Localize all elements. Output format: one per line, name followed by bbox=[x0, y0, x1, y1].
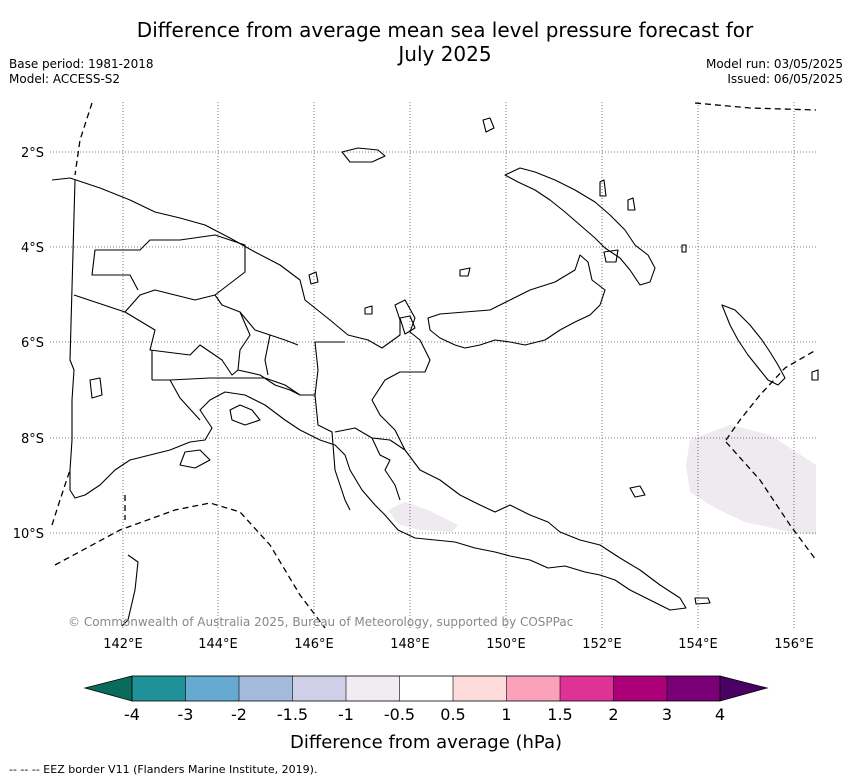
colorbar-tick-label: 4 bbox=[715, 705, 725, 724]
title-line-2: July 2025 bbox=[398, 42, 492, 66]
copyright-text: © Commonwealth of Australia 2025, Bureau… bbox=[68, 615, 573, 629]
colorbar-bin bbox=[399, 676, 453, 701]
anomaly-area-south bbox=[388, 502, 458, 532]
colorbar-bin bbox=[613, 676, 667, 701]
new-ireland bbox=[504, 167, 656, 286]
colorbar-bin bbox=[239, 676, 293, 701]
eez-borders bbox=[51, 102, 817, 629]
meta-right: Model run: 03/05/2025 Issued: 06/05/2025 bbox=[706, 57, 843, 87]
colorbar-tick-label: -1.5 bbox=[277, 705, 308, 724]
colorbar-bin bbox=[346, 676, 400, 701]
manus-island bbox=[341, 147, 386, 163]
colorbar-tick-label: 3 bbox=[662, 705, 672, 724]
lon-label-154e: 154°E bbox=[678, 637, 718, 652]
colorbar-title: Difference from average (hPa) bbox=[290, 732, 562, 753]
colorbar-extend-high bbox=[719, 675, 769, 702]
map-title: Difference from average mean sea level p… bbox=[100, 18, 790, 66]
model-name: Model: ACCESS-S2 bbox=[9, 72, 121, 86]
colorbar: -4 -3 -2 -1.5 -1 -0.5 0.5 1 1.5 2 3 4 Di… bbox=[83, 675, 769, 753]
title-line-1: Difference from average mean sea level p… bbox=[136, 18, 754, 42]
colorbar-extend-low bbox=[83, 675, 133, 702]
model-run: Model run: 03/05/2025 bbox=[705, 57, 843, 71]
colorbar-tick-label: -3 bbox=[178, 705, 194, 724]
lat-label-6s: 6°S bbox=[21, 336, 44, 351]
base-period: Base period: 1981-2018 bbox=[9, 57, 154, 71]
lon-label-152e: 152°E bbox=[582, 637, 622, 652]
colorbar-tick-label: -0.5 bbox=[384, 705, 415, 724]
colorbar-tick-label: 0.5 bbox=[440, 705, 465, 724]
lon-label-150e: 150°E bbox=[486, 637, 526, 652]
lon-label-146e: 146°E bbox=[294, 637, 334, 652]
colorbar-bin bbox=[560, 676, 614, 701]
colorbar-tick-label: 1.5 bbox=[547, 705, 572, 724]
lat-label-8s: 8°S bbox=[21, 432, 44, 447]
colorbar-bin bbox=[506, 676, 560, 701]
lon-label-156e: 156°E bbox=[774, 637, 814, 652]
coastlines bbox=[51, 117, 819, 627]
lat-label-10s: 10°S bbox=[13, 527, 44, 542]
lon-label-144e: 144°E bbox=[198, 637, 238, 652]
issued-date: Issued: 06/05/2025 bbox=[727, 72, 843, 86]
eez-footnote: -- -- -- EEZ border V11 (Flanders Marine… bbox=[9, 763, 318, 776]
new-guinea-coast bbox=[51, 177, 687, 611]
lat-label-4s: 4°S bbox=[21, 241, 44, 256]
lon-label-142e: 142°E bbox=[103, 637, 143, 652]
colorbar-tick-label: -2 bbox=[231, 705, 247, 724]
colorbar-bin bbox=[132, 676, 186, 701]
bougainville bbox=[721, 304, 786, 386]
colorbar-tick-label: -1 bbox=[338, 705, 354, 724]
colorbar-tick-label: 1 bbox=[501, 705, 511, 724]
colorbar-bin bbox=[292, 676, 346, 701]
colorbar-bin bbox=[185, 676, 239, 701]
lat-label-2s: 2°S bbox=[21, 146, 44, 161]
anomaly-area-east bbox=[686, 425, 816, 535]
meta-left: Base period: 1981-2018 Model: ACCESS-S2 bbox=[9, 57, 154, 87]
new-britain bbox=[427, 254, 606, 349]
lon-label-148e: 148°E bbox=[390, 637, 430, 652]
colorbar-bin bbox=[453, 676, 507, 701]
colorbar-tick-label: 2 bbox=[608, 705, 618, 724]
colorbar-tick-label: -4 bbox=[124, 705, 140, 724]
gridlines bbox=[50, 102, 816, 628]
colorbar-bin bbox=[667, 676, 720, 701]
